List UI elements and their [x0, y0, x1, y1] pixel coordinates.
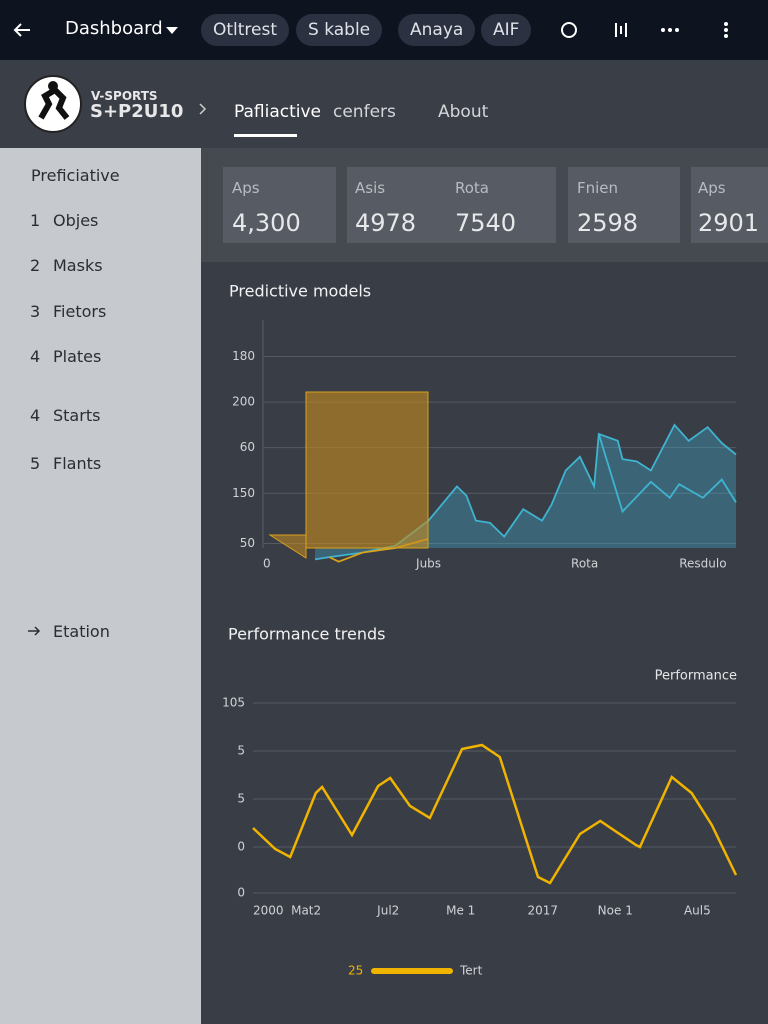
stat-value: 2598	[577, 209, 639, 237]
stat-card: Fnien 2598	[568, 167, 680, 243]
line	[597, 433, 737, 514]
sidebar-item[interactable]: Masks	[53, 256, 103, 275]
back-button[interactable]	[12, 20, 32, 40]
stat-label: Asis	[355, 179, 386, 197]
sidebar-footer[interactable]: Etation	[53, 622, 110, 641]
nav-item[interactable]: About	[438, 102, 489, 122]
stat-label: Fnien	[577, 179, 619, 197]
logo-text: V-SPORTS	[91, 89, 158, 103]
x-tick-label: Aul5	[684, 904, 711, 918]
stat-card: Aps 4,300	[223, 167, 336, 243]
sidebar-item[interactable]: Fietors	[53, 302, 107, 321]
tab[interactable]: AIF	[481, 14, 532, 46]
y-tick-label: 5	[237, 744, 245, 758]
x-tick-label: Me 1	[446, 904, 475, 918]
x-tick-label: 0	[263, 557, 271, 571]
x-tick-label: Mat2	[291, 904, 321, 918]
stat-value: 7540	[455, 209, 517, 237]
y-tick-label: 105	[222, 696, 245, 710]
nav-item[interactable]: Pafliactive	[234, 102, 322, 122]
y-tick-label: 50	[240, 536, 255, 550]
line	[252, 743, 738, 885]
stat-card: Asis 4978 Rota 7540	[347, 167, 556, 243]
x-tick-label: Resdulo	[679, 557, 726, 571]
sidebar-number: 3	[30, 302, 41, 321]
stat-card: Aps 2901	[691, 167, 768, 243]
sidebar-number: 5	[30, 454, 41, 473]
x-tick-label: Noe 1	[598, 904, 633, 918]
sidebar-number: 1	[30, 211, 41, 230]
header: V-SPORTS S+P2U10 Pafliactive cenfers Abo…	[0, 60, 768, 148]
stats-bar: Aps 4,300 Asis 4978 Rota 7540 Fnien 2598…	[201, 148, 768, 262]
sidebar-number: 2	[30, 256, 41, 275]
chart-title: Performance trends	[228, 625, 385, 644]
toolbar-icons[interactable]	[558, 18, 758, 42]
sidebar: Preficiative 1 Objes 2 Masks 3 Fietors 4 Pla…	[0, 148, 201, 1024]
stat-value: 4978	[355, 209, 417, 237]
tab[interactable]: Otltrest	[201, 14, 290, 46]
stat-label: Aps	[232, 179, 260, 197]
legend-label: Tert	[459, 964, 483, 978]
sidebar-item[interactable]: Plates	[53, 347, 102, 366]
stat-label: Aps	[698, 179, 726, 197]
x-tick-label: Rota	[571, 557, 598, 571]
x-tick-label: Jul2	[376, 904, 399, 918]
logo	[24, 75, 82, 133]
nav-item[interactable]: cenfers	[333, 102, 396, 122]
chevron	[199, 103, 207, 115]
y-tick-label: 200	[232, 395, 255, 409]
arrow-icon	[28, 626, 41, 636]
annotation: Performance	[655, 669, 737, 684]
y-tick-label: 180	[232, 349, 255, 363]
top-bar: Dashboard Otltrest S kable Anaya AIF	[0, 0, 768, 60]
stat-value: 2901	[698, 209, 760, 237]
tab[interactable]: Anaya	[398, 14, 476, 46]
x-tick-label: Jubs	[415, 557, 441, 571]
stat-value: 4,300	[232, 209, 301, 237]
sidebar-number: 4	[30, 347, 41, 366]
x-tick-label: 2017	[528, 904, 559, 918]
dashboard-title[interactable]: Dashboard	[65, 18, 163, 39]
nav-underline	[234, 134, 297, 137]
sidebar-item[interactable]: Starts	[53, 406, 101, 425]
logo-text: S+P2U10	[90, 101, 184, 122]
y-tick-label: 0	[237, 886, 245, 900]
sidebar-title: Preficiative	[31, 166, 120, 185]
sidebar-number: 4	[30, 406, 41, 425]
y-tick-label: 5	[237, 792, 245, 806]
chart-title: Predictive models	[229, 282, 371, 301]
x-tick-label: 2000	[253, 904, 284, 918]
y-tick-label: 150	[232, 486, 255, 500]
highlight-region	[305, 391, 429, 549]
dropdown-icon[interactable]	[166, 25, 178, 35]
tab[interactable]: S kable	[296, 14, 383, 46]
area	[315, 424, 736, 560]
y-tick-label: 0	[237, 840, 245, 854]
line	[314, 423, 737, 561]
y-tick-label: 60	[240, 440, 255, 454]
stat-label: Rota	[455, 179, 489, 197]
legend-prefix: 25	[348, 964, 363, 978]
sidebar-item[interactable]: Objes	[53, 211, 99, 230]
sidebar-item[interactable]: Flants	[53, 454, 102, 473]
highlight-region	[268, 534, 307, 559]
